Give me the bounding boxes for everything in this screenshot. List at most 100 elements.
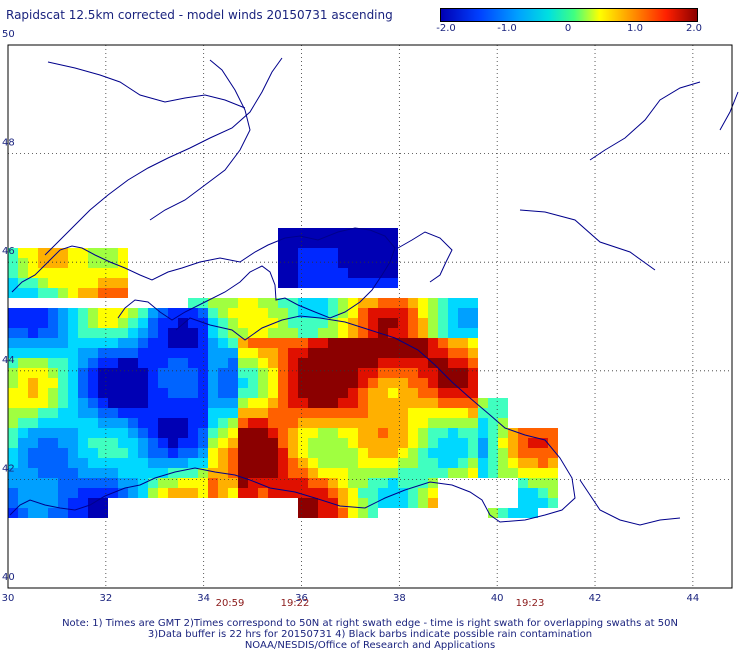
wind-cell	[98, 468, 108, 478]
wind-cell	[8, 458, 18, 468]
wind-cell	[168, 418, 178, 428]
wind-cell	[338, 268, 348, 278]
wind-cell	[198, 418, 208, 428]
wind-cell	[458, 408, 468, 418]
wind-cell	[38, 248, 48, 258]
wind-cell	[168, 368, 178, 378]
wind-cell	[348, 458, 358, 468]
wind-cell	[318, 438, 328, 448]
wind-cell	[238, 478, 248, 488]
wind-cell	[198, 388, 208, 398]
wind-cell	[238, 308, 248, 318]
wind-cell	[208, 418, 218, 428]
wind-cell	[68, 338, 78, 348]
wind-cell	[8, 358, 18, 368]
wind-cell	[8, 498, 18, 508]
wind-cell	[188, 338, 198, 348]
wind-cell	[458, 348, 468, 358]
wind-cell	[308, 248, 318, 258]
wind-cell	[28, 418, 38, 428]
wind-cell	[158, 348, 168, 358]
wind-cell	[238, 408, 248, 418]
wind-cell	[448, 348, 458, 358]
wind-cell	[428, 338, 438, 348]
wind-cell	[178, 408, 188, 418]
wind-cell	[478, 458, 488, 468]
wind-cell	[58, 438, 68, 448]
wind-cell	[48, 258, 58, 268]
wind-cell	[78, 308, 88, 318]
wind-cell	[98, 268, 108, 278]
wind-cell	[138, 418, 148, 428]
wind-cell	[278, 418, 288, 428]
wind-cell	[118, 408, 128, 418]
wind-cell	[298, 458, 308, 468]
wind-cell	[288, 308, 298, 318]
wind-cell	[178, 468, 188, 478]
wind-cell	[418, 378, 428, 388]
wind-cell	[218, 338, 228, 348]
wind-cell	[458, 428, 468, 438]
wind-cell	[128, 418, 138, 428]
wind-cell	[48, 308, 58, 318]
wind-cell	[418, 498, 428, 508]
wind-cell	[338, 338, 348, 348]
wind-cell	[408, 398, 418, 408]
wind-cell	[258, 368, 268, 378]
wind-cell	[368, 478, 378, 488]
wind-cell	[138, 328, 148, 338]
wind-cell	[378, 498, 388, 508]
wind-cell	[418, 388, 428, 398]
wind-cell	[438, 458, 448, 468]
wind-cell	[18, 458, 28, 468]
wind-cell	[358, 508, 368, 518]
wind-cell	[528, 448, 538, 458]
wind-cell	[108, 368, 118, 378]
wind-cell	[408, 478, 418, 488]
wind-cell	[278, 348, 288, 358]
wind-cell	[148, 488, 158, 498]
wind-cell	[118, 468, 128, 478]
wind-cell	[148, 428, 158, 438]
wind-cell	[158, 448, 168, 458]
wind-cell	[278, 408, 288, 418]
wind-cell	[388, 368, 398, 378]
wind-cell	[388, 228, 398, 238]
wind-cell	[128, 388, 138, 398]
east-shore-south	[579, 479, 681, 526]
wind-cell	[388, 378, 398, 388]
wind-cell	[158, 318, 168, 328]
wind-cell	[88, 428, 98, 438]
wind-cell	[58, 318, 68, 328]
wind-cell	[398, 488, 408, 498]
wind-cell	[208, 358, 218, 368]
wind-cell	[208, 428, 218, 438]
wind-cell	[398, 448, 408, 458]
wind-cell	[8, 408, 18, 418]
note-line-1: Note: 1) Times are GMT 2)Times correspon…	[62, 618, 678, 629]
wind-cell	[148, 388, 158, 398]
wind-cell	[268, 348, 278, 358]
wind-cell	[48, 428, 58, 438]
wind-cell	[78, 328, 88, 338]
wind-cell	[338, 408, 348, 418]
wind-cell	[298, 268, 308, 278]
wind-cell	[418, 488, 428, 498]
wind-cell	[448, 308, 458, 318]
wind-cell	[248, 388, 258, 398]
wind-cell	[158, 378, 168, 388]
wind-cell	[378, 448, 388, 458]
wind-cell	[28, 308, 38, 318]
wind-cell	[108, 478, 118, 488]
wind-cell	[328, 378, 338, 388]
wind-cell	[98, 378, 108, 388]
wind-cell	[88, 348, 98, 358]
wind-cell	[238, 448, 248, 458]
wind-cell	[8, 508, 18, 518]
crimea-coastline	[9, 315, 576, 523]
wind-cell	[388, 348, 398, 358]
wind-cell	[168, 408, 178, 418]
wind-cell	[278, 388, 288, 398]
wind-cell	[188, 458, 198, 468]
wind-cell	[8, 288, 18, 298]
